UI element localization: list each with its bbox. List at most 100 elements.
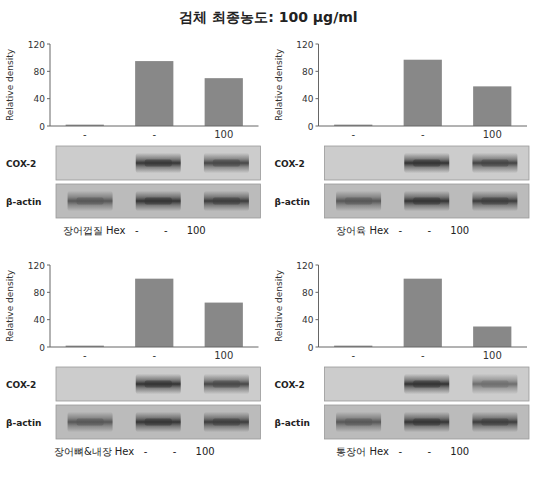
blot-band: [204, 153, 249, 173]
blot-background: [325, 184, 530, 218]
y-tick-label: 120: [28, 261, 45, 271]
blot-label: COX-2: [6, 159, 36, 169]
blot-label: β-actin: [275, 418, 310, 428]
annotation: 장어껍질 Hex - - 100: [63, 225, 206, 236]
y-tick-label: 0: [308, 343, 314, 353]
blot-background: [325, 367, 530, 401]
blot-label: β-actin: [6, 197, 41, 207]
bar: [135, 279, 173, 347]
x-tick-label: -: [421, 129, 425, 140]
title: 검체 최종농도: 100 μg/ml: [179, 9, 357, 25]
blot: [325, 184, 530, 218]
blot-band: [68, 191, 113, 211]
y-tick-label: 80: [34, 67, 46, 77]
x-tick-label: -: [351, 129, 355, 140]
bar: [135, 61, 173, 126]
y-axis-label: Relative density: [274, 48, 284, 121]
bar: [404, 279, 442, 347]
x-axis: [319, 347, 528, 348]
blot: [325, 146, 530, 180]
x-tick-label: 100: [214, 350, 233, 361]
blot-label: COX-2: [6, 380, 36, 390]
y-tick-label: 40: [302, 94, 314, 104]
y-tick-label: 80: [302, 67, 314, 77]
y-axis: [50, 44, 51, 126]
x-axis: [319, 126, 528, 127]
blot-band: [204, 191, 249, 211]
blot-label: COX-2: [275, 159, 305, 169]
blot: [56, 405, 261, 439]
blot-label: β-actin: [6, 418, 41, 428]
x-tick-label: 100: [483, 129, 502, 140]
x-tick-label: 100: [214, 129, 233, 140]
x-tick-label: -: [351, 350, 355, 361]
y-tick-label: 0: [39, 122, 45, 132]
blot: [56, 367, 261, 401]
y-tick-label: 120: [296, 40, 313, 50]
figure: 검체 최종농도: 100 μg/ml 0 40 80 120 - - 100 Relative …: [0, 0, 537, 486]
y-tick-label: 40: [302, 315, 314, 325]
blot-background: [325, 146, 530, 180]
blot-band: [136, 191, 181, 211]
y-axis: [318, 265, 319, 347]
blot-band: [472, 191, 517, 211]
x-tick-label: -: [83, 129, 87, 140]
blot: [325, 405, 530, 439]
y-tick-label: 40: [34, 94, 46, 104]
blot-label: β-actin: [275, 197, 310, 207]
x-tick-label: -: [421, 350, 425, 361]
y-axis-label: Relative density: [5, 48, 15, 121]
bar: [404, 60, 442, 126]
bar: [473, 327, 511, 348]
blot-band: [472, 374, 517, 394]
y-axis: [318, 44, 319, 126]
panel: 0 40 80 120 - - 100 Relative density COX-2 β-acti…: [5, 261, 261, 458]
bar: [205, 303, 243, 347]
blot-band: [204, 412, 249, 432]
blot-band: [472, 153, 517, 173]
blot: [56, 146, 261, 180]
blot-background: [56, 405, 261, 439]
y-axis-label: Relative density: [274, 269, 284, 342]
panel: 0 40 80 120 - - 100 Relative density COX-2 β-acti…: [5, 40, 261, 237]
blot-band: [404, 153, 449, 173]
y-axis-label: Relative density: [5, 269, 15, 342]
blot-label: COX-2: [275, 380, 305, 390]
panel: 04080120--100Relative densityCOX-2β-acti…: [274, 40, 530, 237]
bars: [66, 61, 243, 126]
bars: [334, 60, 511, 126]
annotation: 장어뼈&내장 Hex - - 100: [54, 446, 215, 457]
blot-band: [472, 412, 517, 432]
y-tick-label: 0: [39, 343, 45, 353]
x-tick-label: -: [83, 350, 87, 361]
bar: [473, 86, 511, 126]
blot-band: [404, 374, 449, 394]
blot-band: [136, 374, 181, 394]
y-tick-label: 120: [296, 261, 313, 271]
y-tick-label: 80: [302, 288, 314, 298]
bar: [205, 78, 243, 126]
x-tick-label: -: [152, 350, 156, 361]
y-tick-label: 120: [28, 40, 45, 50]
panel: 0 40 80 120 - - 100 Relative density COX-2 β-acti…: [274, 261, 530, 458]
annotation: 장어육 Hex - - 100: [336, 225, 469, 236]
y-tick-label: 40: [34, 315, 46, 325]
blot: [325, 367, 530, 401]
annotation: 통장어 Hex - - 100: [336, 446, 469, 457]
blot-background: [325, 405, 530, 439]
bars: [334, 279, 511, 347]
x-tick-label: 100: [483, 350, 502, 361]
y-tick-label: 80: [34, 288, 46, 298]
blot-background: [56, 184, 261, 218]
blot: [56, 184, 261, 218]
bars: [66, 279, 243, 347]
y-axis: [50, 265, 51, 347]
blot-background: [56, 367, 261, 401]
blot-band: [404, 412, 449, 432]
x-axis: [50, 126, 259, 127]
x-tick-label: -: [152, 129, 156, 140]
blot-band: [136, 153, 181, 173]
blot-band: [336, 412, 381, 432]
x-axis: [50, 347, 259, 348]
blot-background: [56, 146, 261, 180]
